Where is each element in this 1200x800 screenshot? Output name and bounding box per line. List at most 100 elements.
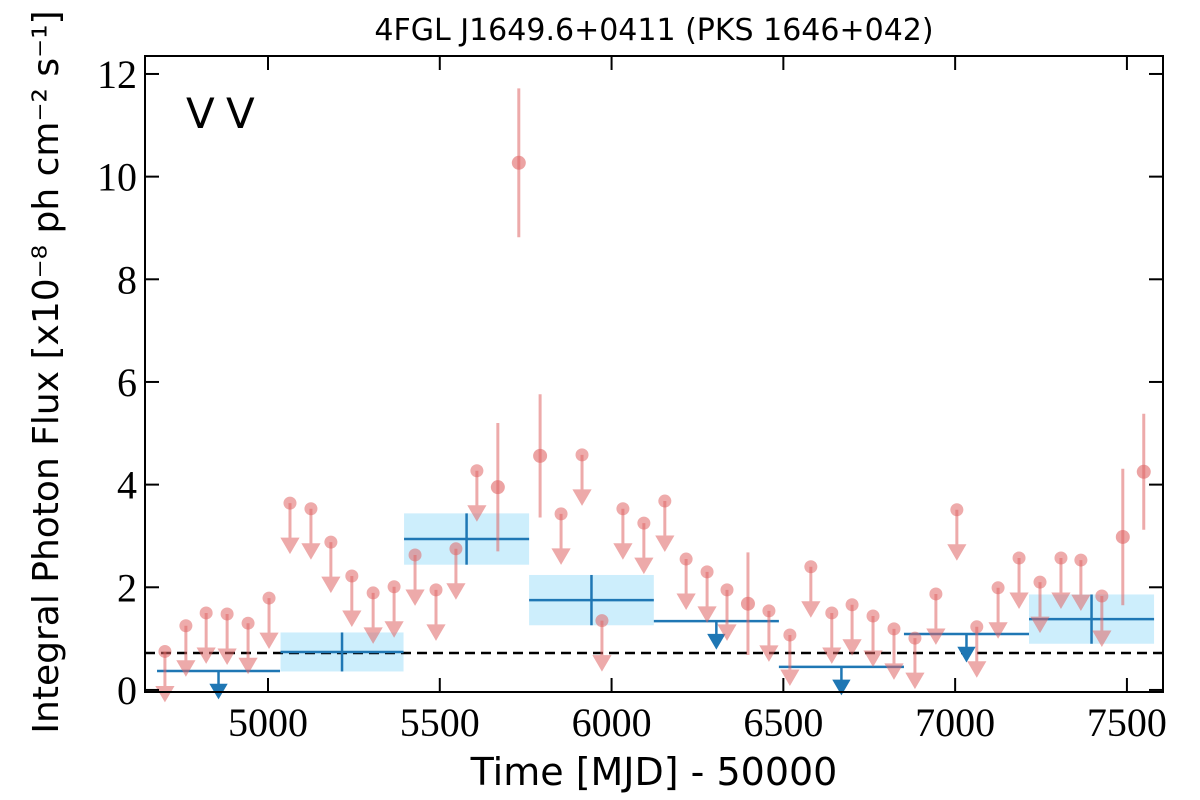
upper-limit-arrow (342, 575, 362, 627)
upper-limit-point (929, 587, 943, 601)
upper-limit-arrow (363, 592, 383, 644)
upper-limit-point (804, 560, 818, 574)
upper-limit-point (408, 548, 422, 562)
upper-limit-point (658, 494, 672, 508)
plot-area (145, 88, 1163, 703)
upper-limit-arrow (822, 612, 842, 664)
upper-limit-arrow (217, 613, 237, 665)
upper-limit-point (1095, 589, 1109, 603)
x-tick-label: 6500 (743, 700, 823, 745)
upper-limit-point (720, 583, 734, 597)
upper-limit-arrow (176, 625, 196, 677)
upper-limit-point (470, 464, 484, 478)
upper-limit-point (575, 448, 589, 462)
upper-limit-arrow (842, 604, 862, 656)
flux-point (511, 155, 526, 170)
upper-limit-arrow (1071, 560, 1091, 612)
upper-limit-arrow (759, 610, 779, 662)
upper-limit-arrow (780, 635, 800, 686)
upper-limit-arrow (832, 666, 851, 696)
y-tick-label: 6 (117, 360, 137, 405)
upper-limit-point (345, 569, 359, 583)
upper-limit-point (908, 631, 922, 645)
y-tick-label: 4 (117, 463, 137, 508)
plot-frame (144, 55, 1164, 693)
upper-limit-arrow (926, 593, 946, 645)
upper-limit-arrow (259, 598, 279, 650)
y-tick-label: 2 (117, 565, 137, 610)
y-tick-label: 8 (117, 257, 137, 302)
upper-limit-arrow (988, 587, 1008, 639)
y-tick-label: 0 (117, 668, 137, 713)
upper-limit-point (366, 586, 380, 600)
upper-limit-arrow (707, 621, 726, 650)
upper-limit-arrow (655, 501, 675, 553)
x-tick-label: 5000 (228, 700, 308, 745)
chart-title: 4FGL J1649.6+0411 (PKS 1646+042) (374, 13, 933, 48)
upper-limit-point (1074, 553, 1088, 567)
upper-limit-point (199, 606, 213, 620)
upper-limit-point (762, 604, 776, 618)
flux-point (533, 448, 548, 463)
upper-limit-point (845, 598, 859, 612)
upper-limit-arrow (572, 454, 592, 506)
upper-limit-point (825, 606, 839, 620)
y-tick-label: 12 (97, 52, 137, 97)
upper-limit-point (262, 591, 276, 605)
upper-limit-arrow (301, 508, 321, 560)
upper-limit-point (324, 535, 338, 549)
upper-limit-point (1012, 551, 1026, 565)
upper-limit-arrow (947, 509, 967, 561)
upper-limit-point (700, 565, 714, 579)
upper-limit-point (866, 609, 880, 623)
x-tick-label: 7000 (915, 700, 995, 745)
upper-limit-arrow (697, 571, 717, 623)
upper-limit-arrow (717, 589, 737, 641)
upper-limit-arrow (676, 559, 696, 611)
upper-limit-point (283, 496, 297, 510)
x-tick-label: 7500 (1087, 700, 1167, 745)
upper-limit-arrow (613, 508, 633, 560)
legend-label: V (226, 89, 255, 138)
upper-limit-arrow (384, 586, 404, 638)
upper-limit-point (429, 583, 443, 597)
upper-limit-point (887, 622, 901, 636)
upper-limit-arrow (1009, 558, 1029, 610)
upper-limit-point (220, 607, 234, 621)
upper-limit-point (387, 580, 401, 594)
upper-limit-point (158, 644, 172, 658)
upper-limit-arrow (209, 670, 228, 700)
upper-limit-arrow (592, 620, 612, 672)
x-axis-label: Time [MJD] - 50000 (470, 750, 838, 794)
upper-limit-point (179, 619, 193, 633)
upper-limit-arrow (905, 638, 925, 690)
flux-point (1136, 464, 1151, 479)
flux-point (740, 596, 755, 611)
upper-limit-arrow (426, 589, 446, 641)
upper-limit-point (783, 628, 797, 642)
y-axis-label: Integral Photon Flux [x10⁻⁸ ph cm⁻² s⁻¹] (26, 10, 67, 733)
upper-limit-arrow (957, 633, 976, 663)
upper-limit-arrow (634, 523, 654, 575)
x-tick-label: 6000 (572, 700, 652, 745)
upper-limit-point (679, 552, 693, 566)
upper-limit-point (950, 503, 964, 517)
upper-limit-arrow (551, 513, 571, 565)
upper-limit-arrow (467, 470, 487, 522)
upper-limit-arrow (238, 623, 258, 675)
y-tick-label: 10 (97, 155, 137, 200)
upper-limit-point (616, 502, 630, 516)
upper-limit-point (554, 507, 568, 521)
upper-limit-arrow (801, 566, 821, 618)
upper-limit-arrow (1051, 558, 1071, 610)
upper-limit-arrow (196, 612, 216, 664)
upper-limit-point (1033, 575, 1047, 589)
upper-limit-point (1054, 551, 1068, 565)
upper-limit-arrow (280, 503, 300, 555)
upper-limit-point (991, 581, 1005, 595)
legend-label: V (186, 89, 215, 138)
upper-limit-arrow (321, 542, 341, 594)
upper-limit-point (304, 502, 318, 516)
upper-limit-point (241, 616, 255, 630)
